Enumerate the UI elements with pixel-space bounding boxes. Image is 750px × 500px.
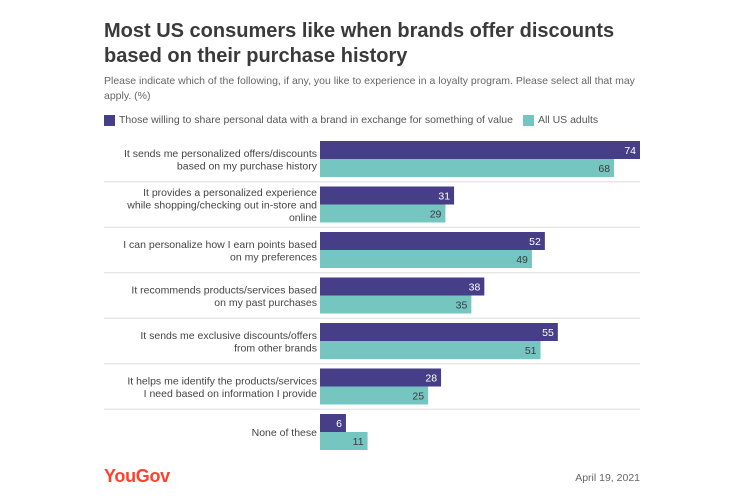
legend: Those willing to share personal data wit… bbox=[104, 114, 608, 126]
bar-series1 bbox=[320, 323, 558, 341]
legend-swatch-series1 bbox=[104, 114, 115, 126]
bar-series1 bbox=[320, 277, 485, 296]
chart-title: Most US consumers like when brands offer… bbox=[104, 20, 615, 67]
legend-swatch-series2 bbox=[523, 114, 534, 126]
bar-series1 bbox=[320, 368, 442, 387]
bar-value-label: 38 bbox=[469, 282, 481, 294]
bar-series2 bbox=[320, 295, 472, 314]
bar-series2 bbox=[320, 250, 532, 268]
bar-value-label: 29 bbox=[430, 209, 442, 221]
bar-value-label: 52 bbox=[529, 236, 541, 248]
category-label: It sends me personalized offers/discount… bbox=[124, 148, 318, 173]
bar-series2 bbox=[320, 204, 446, 223]
legend-item-series1: Those willing to share personal data wit… bbox=[104, 114, 513, 126]
category-label: It recommends products/services based on … bbox=[131, 284, 317, 309]
yougov-logo: YouGov bbox=[104, 466, 170, 486]
bar-value-label: 68 bbox=[598, 163, 610, 175]
bar-value-label: 51 bbox=[525, 345, 537, 357]
bar-series2 bbox=[320, 341, 541, 359]
legend-label-series1: Those willing to share personal data wit… bbox=[119, 114, 513, 126]
bar-chart: It sends me personalized offers/discount… bbox=[104, 141, 640, 450]
bar-series1 bbox=[320, 232, 545, 250]
bar-value-label: 31 bbox=[438, 191, 450, 203]
category-label: It helps me identify the products/servic… bbox=[127, 375, 317, 400]
category-label: I can personalize how I earn points base… bbox=[123, 239, 317, 264]
bar-value-label: 11 bbox=[353, 436, 364, 448]
publish-date: April 19, 2021 bbox=[575, 472, 640, 484]
category-label: It provides a personalized experience whi… bbox=[126, 187, 317, 224]
bar-value-label: 74 bbox=[624, 145, 636, 157]
bar-value-label: 55 bbox=[542, 327, 554, 339]
category-label: It sends me exclusive discounts/offers fr… bbox=[140, 330, 317, 355]
bar-series1 bbox=[320, 141, 640, 159]
chart-subtitle: Please indicate which of the following, … bbox=[104, 75, 635, 102]
bar-series1 bbox=[320, 186, 455, 205]
legend-item-series2: All US adults bbox=[523, 114, 598, 126]
bar-series2 bbox=[320, 159, 615, 177]
category-label: None of these bbox=[252, 427, 318, 439]
bar-series1 bbox=[320, 414, 346, 432]
legend-label-series2: All US adults bbox=[538, 114, 599, 126]
bar-value-label: 25 bbox=[412, 391, 424, 403]
bar-value-label: 6 bbox=[336, 418, 342, 430]
bar-series2 bbox=[320, 432, 368, 450]
bar-series2 bbox=[320, 386, 429, 405]
bar-value-label: 28 bbox=[425, 373, 437, 385]
bar-value-label: 49 bbox=[516, 254, 528, 266]
bar-value-label: 35 bbox=[456, 300, 468, 312]
